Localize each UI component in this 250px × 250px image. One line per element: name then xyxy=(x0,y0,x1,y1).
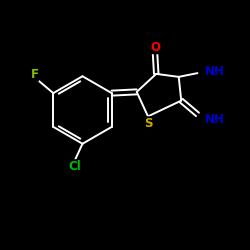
Text: NH: NH xyxy=(205,113,225,126)
Text: NH: NH xyxy=(204,66,224,78)
Text: O: O xyxy=(150,41,160,54)
Text: S: S xyxy=(144,117,152,130)
Text: F: F xyxy=(30,68,38,81)
Text: Cl: Cl xyxy=(68,160,82,173)
